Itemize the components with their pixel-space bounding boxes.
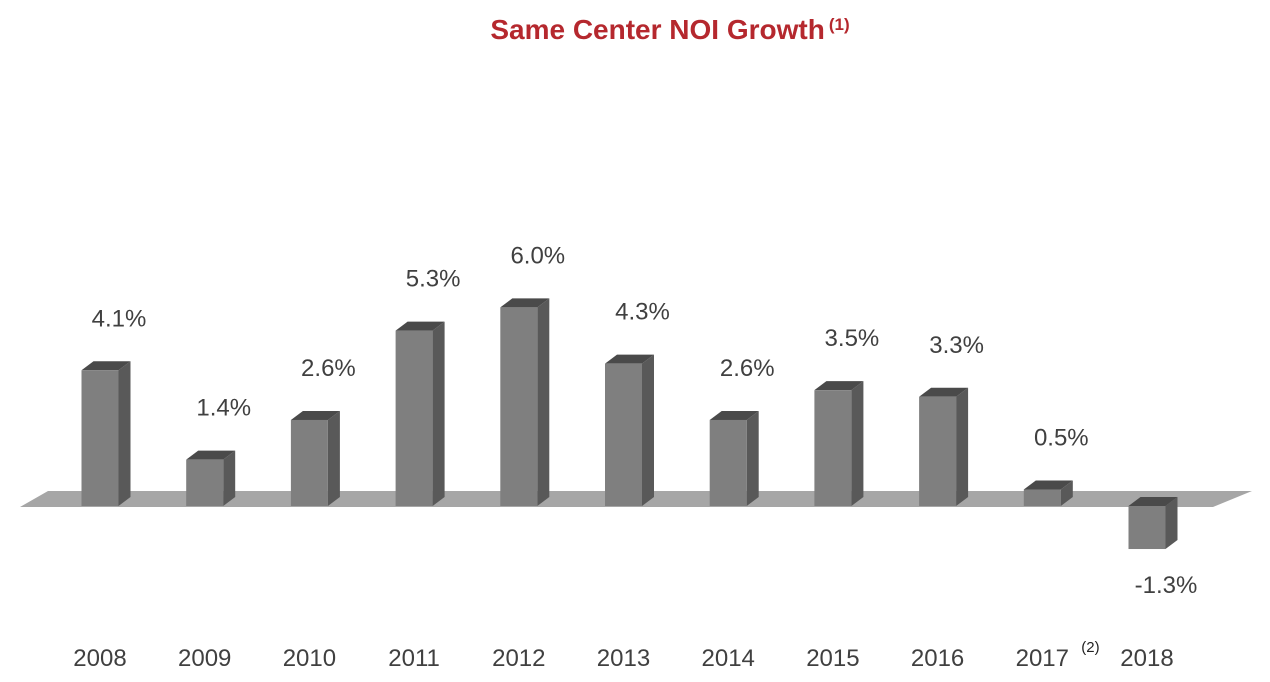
category-label-2016: 2016 [911,645,964,672]
bar-front-2014 [709,419,747,506]
category-label-2014: 2014 [702,645,755,672]
bar-2015 [814,381,864,506]
bar-front-2011 [395,330,433,506]
bar-top-2008 [81,361,131,371]
bar-side-2011 [432,321,445,506]
bar-side-2015 [851,381,864,506]
value-label-2008: 4.1% [92,305,147,332]
bar-top-2011 [395,321,445,331]
bar-front-2015 [814,390,852,506]
value-label-2010: 2.6% [301,355,356,382]
bar-front-2018 [1128,506,1166,550]
value-label-2018: -1.3% [1135,572,1198,599]
bar-front-2010 [290,419,328,506]
value-label-2013: 4.3% [615,299,670,326]
bar-2011 [395,321,445,506]
bar-2008 [81,361,131,506]
bar-top-2018 [1128,497,1178,506]
bars-layer [81,298,1178,550]
value-label-2015: 3.5% [825,325,880,352]
value-label-2011: 5.3% [406,266,461,293]
bar-side-2016 [956,387,969,506]
bar-front-2008 [81,370,119,506]
bar-2018 [1128,497,1178,550]
bar-2013 [605,354,654,506]
category-label-2008: 2008 [73,645,126,672]
value-label-2009: 1.4% [196,395,251,422]
bar-2010 [290,410,340,506]
bar-side-2012 [537,298,550,506]
bar-2014 [709,410,759,506]
bar-side-2009 [223,450,236,506]
category-label-2017: 2017 [1016,645,1069,672]
bar-front-2016 [919,396,957,506]
bar-top-2009 [186,450,236,460]
bar-front-2013 [605,363,642,506]
bar-side-2010 [327,410,340,506]
chart-title-text: Same Center NOI Growth [490,14,825,45]
bar-top-2010 [290,410,340,420]
bar-top-2013 [605,354,654,364]
bar-2017 [1023,480,1073,506]
category-label-2011: 2011 [388,645,440,672]
bar-side-2008 [118,361,131,506]
value-label-2017: 0.5% [1034,424,1089,451]
category-label-2018: 2018 [1120,645,1173,672]
category-footnote-2017: (2) [1081,639,1099,656]
chart-title: Same Center NOI Growth (1) [0,14,1270,46]
category-label-2010: 2010 [283,645,336,672]
category-label-2012: 2012 [492,645,545,672]
value-label-2016: 3.3% [929,332,984,359]
bar-2016 [919,387,969,506]
bar-2012 [500,298,550,506]
bar-front-2012 [500,307,538,506]
bar-side-2014 [746,410,759,506]
bar-top-2017 [1023,480,1073,490]
labels-layer: 4.1% 2008 1.4% 2009 2.6% 2010 5.3% 2011 6.0% 2012… [73,242,1197,672]
category-label-2009: 2009 [178,645,231,672]
title-footnote: (1) [828,15,850,34]
bar-top-2014 [709,410,759,420]
bar-side-2018 [1165,497,1178,550]
bar-front-2009 [186,459,224,506]
bar-top-2015 [814,381,864,391]
bar-side-2013 [642,354,654,506]
bar-top-2016 [919,387,969,397]
bar-side-2017 [1060,480,1073,506]
bar-front-2017 [1023,489,1061,506]
value-label-2012: 6.0% [510,242,565,269]
category-label-2015: 2015 [806,645,859,672]
category-label-2013: 2013 [597,645,650,672]
value-label-2014: 2.6% [720,355,775,382]
bar-2009 [186,450,236,506]
bar-top-2012 [500,298,550,308]
